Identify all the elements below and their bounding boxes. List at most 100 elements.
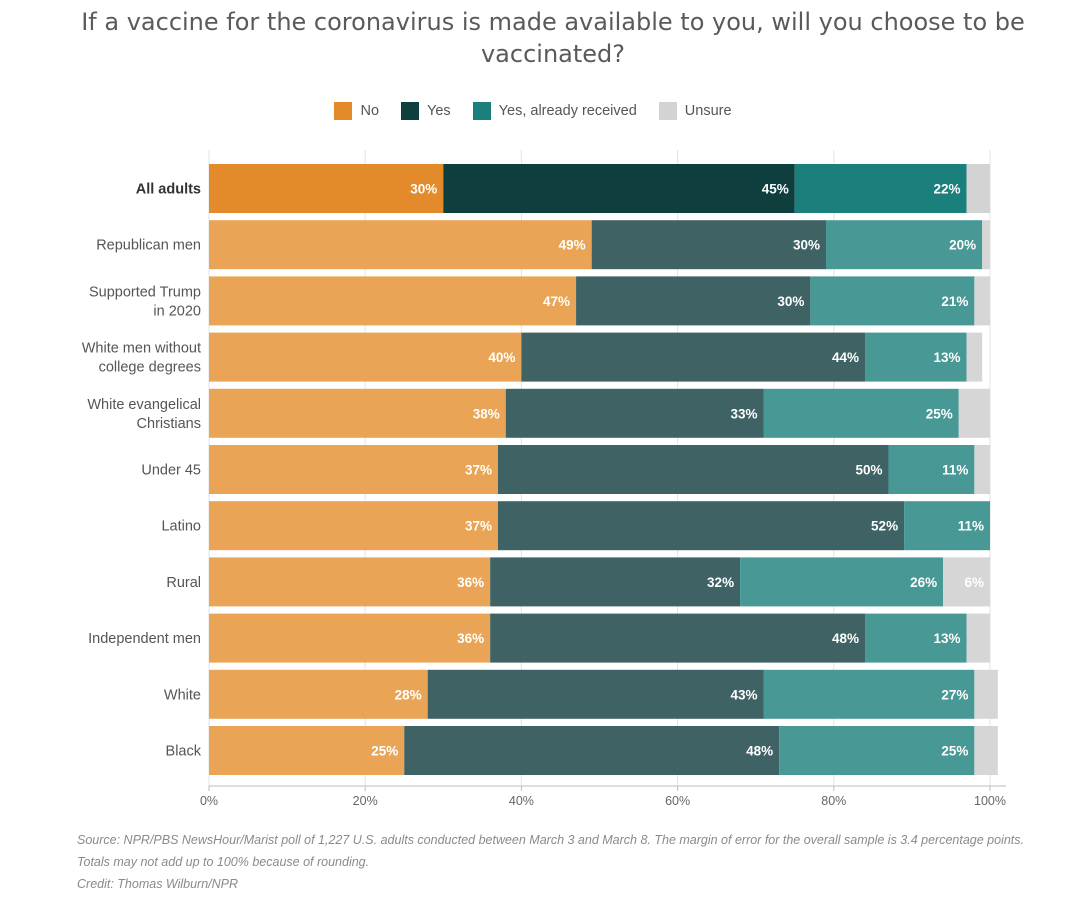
bar-segment-already-received [865,332,967,382]
data-label: 13% [934,631,961,646]
stacked-bar-chart: 30% 45% 22% All adults 49% 30% 20% Republican m… [82,150,1006,808]
bar-segment-yes [497,501,905,551]
data-label: 22% [934,182,961,197]
x-tick-label: 0% [200,794,218,808]
bar-segment-no [209,388,506,438]
legend-swatch-already-received [472,102,491,120]
bar-segment-yes [443,164,795,213]
bar-segment-unsure [982,220,990,270]
data-label: 21% [941,294,968,309]
category-label: Latino [161,519,201,535]
category-label: Under 45 [141,463,201,479]
data-label: 25% [926,406,953,421]
footnote: Source: NPR/PBS NewsHour/Marist poll of … [77,829,1037,895]
bar-segment-yes [521,332,866,382]
bar-segment-unsure [974,276,990,326]
x-tick-label: 40% [509,794,534,808]
legend-item-yes: Yes [401,102,451,120]
bar-segment-already-received [740,557,944,607]
data-label: 27% [941,687,968,702]
bar-segment-already-received [763,388,959,438]
category-label: Black [166,744,202,760]
legend-item-no: No [334,102,379,120]
data-label: 26% [910,575,937,590]
bar-segment-no [209,501,498,551]
data-label: 11% [942,463,968,478]
bar-segment-yes [427,669,764,719]
category-label: All adults [136,182,201,198]
bar-segment-no [209,220,592,270]
bar-segment-yes [490,557,741,607]
bar-segment-already-received [865,613,967,663]
chart-legend: No Yes Yes, already received Unsure [0,102,1066,120]
bar-segment-no [209,726,405,775]
bar-segment-unsure [943,557,990,607]
bar-segment-no [209,332,522,382]
data-label: 49% [559,238,586,253]
x-tick-label: 60% [665,794,690,808]
data-label: 25% [941,744,968,759]
chart-title: If a vaccine for the coronavirus is made… [81,8,1025,68]
data-label: 38% [473,406,500,421]
category-label: Republican men [96,238,201,254]
data-label: 36% [457,575,484,590]
bar-segment-no [209,276,577,326]
source-note: Source: NPR/PBS NewsHour/Marist poll of … [77,833,1024,869]
bar-segment-no [209,445,498,494]
legend-label-unsure: Unsure [684,103,732,119]
bar-segment-already-received [825,220,983,270]
bar-segment-yes [576,276,811,326]
x-tick-label: 80% [821,794,846,808]
category-label: White [164,687,201,703]
bar-segment-yes [497,445,889,494]
data-label: 32% [707,575,734,590]
data-label: 52% [871,519,898,534]
bar-segment-yes [490,613,866,663]
x-tick-label: 100% [974,794,1006,808]
bar-segment-no [209,613,491,663]
category-label: Supported Trump in 2020 [89,284,201,319]
data-label: 43% [730,687,757,702]
bar-segment-no [209,557,491,607]
credit-note: Credit: Thomas Wilburn/NPR [77,877,239,891]
category-label: White evangelical Christians [87,397,201,432]
data-label: 33% [730,406,757,421]
bar-segment-already-received [763,669,975,719]
bar-segment-already-received [794,164,967,213]
data-label: 44% [832,350,859,365]
data-label: 47% [543,294,570,309]
legend-label-no: No [360,103,380,119]
data-label: 37% [465,519,492,534]
data-label: 30% [410,182,437,197]
bar-segment-already-received [810,276,975,326]
data-label: 36% [457,631,484,646]
bar-segment-already-received [779,726,975,775]
data-label: 30% [777,294,804,309]
bar-segment-unsure [958,388,990,438]
bar-segment-yes [505,388,764,438]
data-label: 6% [964,575,984,590]
legend-item-unsure: Unsure [658,102,732,120]
data-label: 48% [832,631,859,646]
category-label: Rural [166,575,201,591]
legend-swatch-no [334,102,353,120]
bar-segment-unsure [966,613,990,663]
bar-segment-unsure [974,726,998,775]
data-label: 25% [371,744,398,759]
bar-segment-unsure [966,164,990,213]
legend-swatch-unsure [658,102,677,120]
bar-segment-unsure [966,332,983,382]
data-label: 40% [488,350,515,365]
bar-segment-yes [591,220,826,270]
bar-segment-yes [404,726,780,775]
data-label: 48% [746,744,773,759]
legend-swatch-yes [401,102,420,120]
data-label: 13% [934,350,961,365]
category-label: White men without college degrees [82,341,201,376]
bar-segment-already-received [904,501,990,551]
x-tick-label: 20% [353,794,378,808]
data-label: 50% [855,463,882,478]
category-label: Independent men [88,631,201,647]
data-label: 45% [762,182,789,197]
bar-segment-no [209,669,428,719]
